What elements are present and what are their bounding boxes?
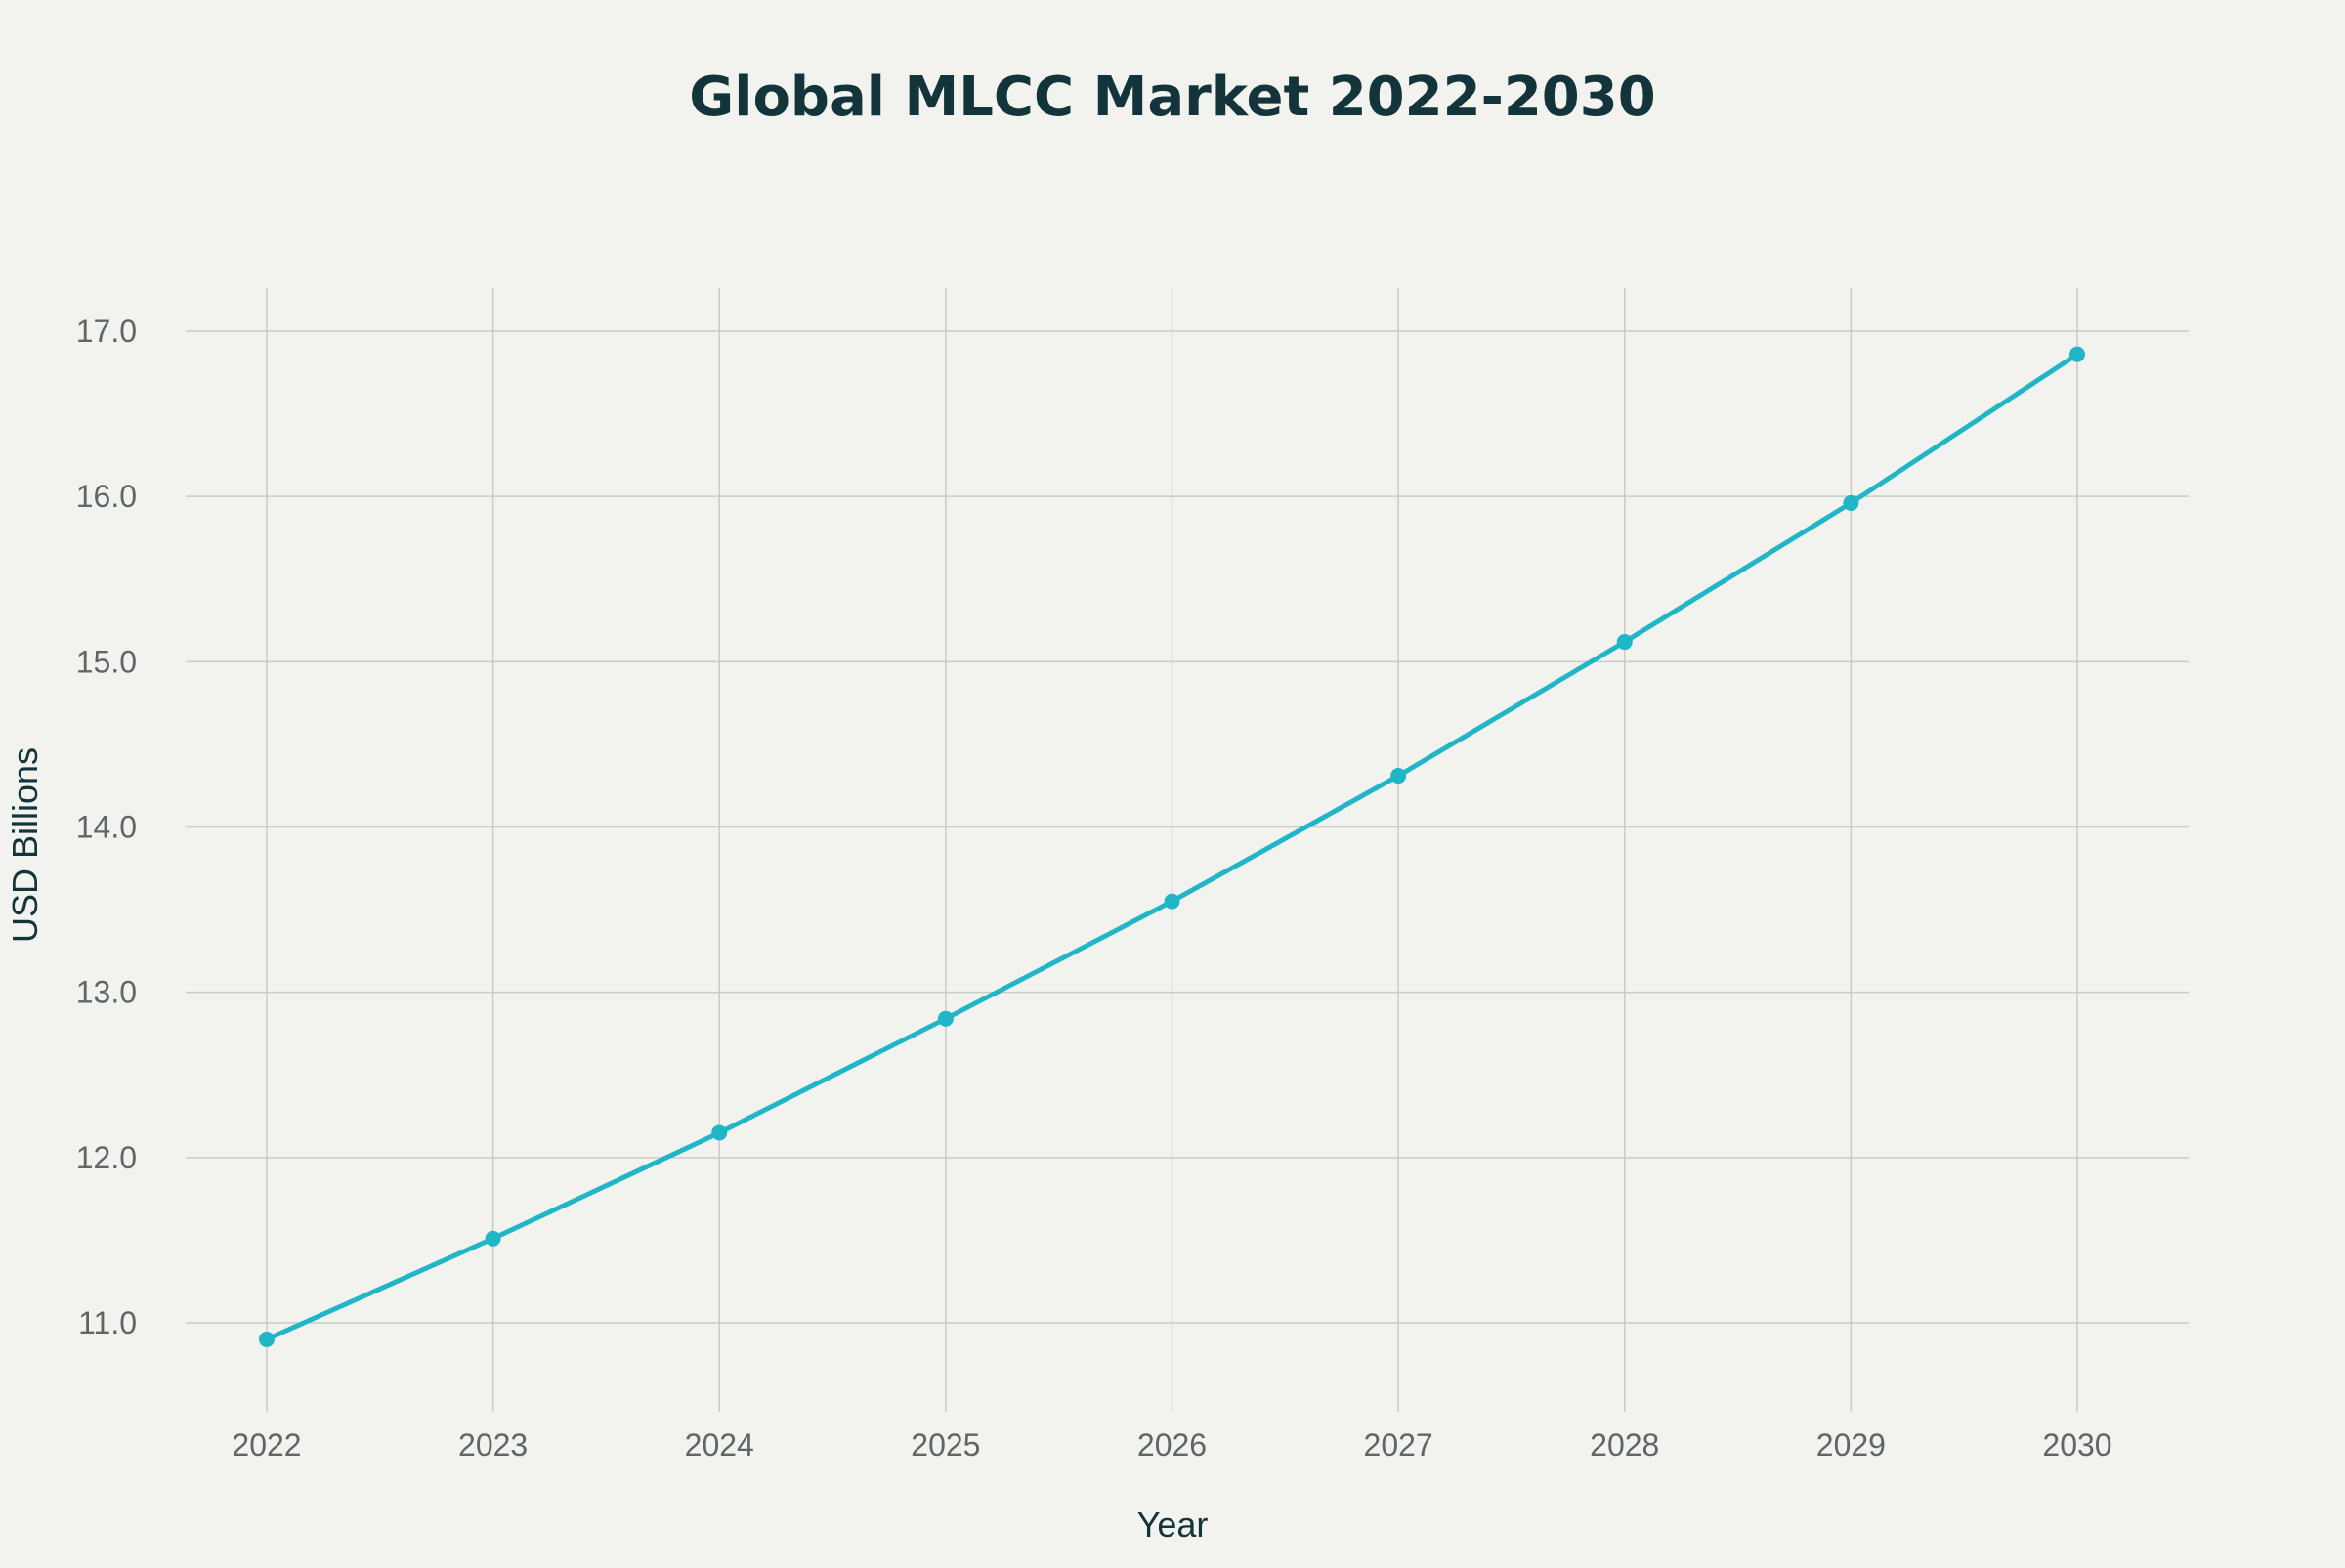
data-point xyxy=(1843,494,1859,511)
x-tick-label: 2023 xyxy=(458,1427,528,1462)
y-tick-label: 11.0 xyxy=(78,1305,137,1340)
x-tick-label: 2024 xyxy=(685,1427,754,1462)
grid xyxy=(186,288,2189,1412)
y-axis-title: USD Billions xyxy=(5,747,45,943)
data-point xyxy=(1616,634,1633,651)
series-group xyxy=(259,346,2085,1347)
y-tick-label: 17.0 xyxy=(76,314,137,349)
x-tick-label: 2025 xyxy=(911,1427,980,1462)
data-point xyxy=(937,1010,954,1027)
data-point xyxy=(485,1230,501,1247)
y-tick-label: 15.0 xyxy=(76,644,137,679)
x-tick-label: 2026 xyxy=(1137,1427,1207,1462)
y-tick-label: 16.0 xyxy=(76,479,137,514)
x-tick-label: 2030 xyxy=(2042,1427,2111,1462)
x-axis-title: Year xyxy=(1137,1504,1209,1545)
data-point xyxy=(259,1331,275,1347)
x-tick-label: 2027 xyxy=(1364,1427,1433,1462)
data-point xyxy=(711,1124,728,1141)
x-tick-label: 2029 xyxy=(1816,1427,1886,1462)
data-point xyxy=(2069,346,2085,362)
x-tick-label: 2028 xyxy=(1590,1427,1659,1462)
y-tick-label: 14.0 xyxy=(76,810,137,845)
x-tick-label: 2022 xyxy=(232,1427,301,1462)
x-axis-ticks: 2022 2023 2024 2025 2026 2027 2028 2029 2030 xyxy=(232,1427,2111,1462)
y-tick-label: 13.0 xyxy=(76,975,137,1010)
chart-title: Global MLCC Market 2022-2030 xyxy=(689,65,1655,129)
data-point xyxy=(1164,893,1180,910)
y-tick-label: 12.0 xyxy=(76,1140,137,1175)
y-axis-ticks: 11.0 12.0 13.0 14.0 15.0 16.0 17.0 xyxy=(76,314,137,1340)
data-point xyxy=(1390,768,1407,784)
